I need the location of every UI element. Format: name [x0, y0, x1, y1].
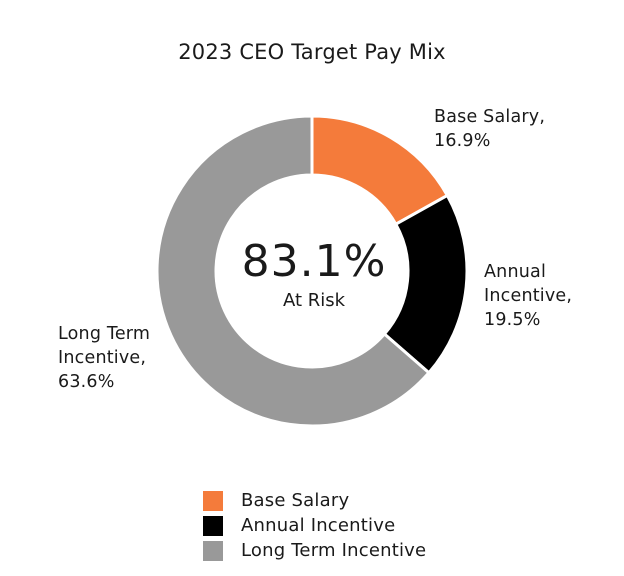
slice-long-term-incentive	[155, 114, 432, 428]
legend-item-annual-incentive: Annual Incentive	[203, 513, 426, 538]
chart-title: 2023 CEO Target Pay Mix	[178, 40, 446, 64]
annual-incentive-label-line-1: Annual	[484, 262, 547, 282]
long-term-incentive-label-line-3: 63.6%	[58, 372, 115, 392]
base-salary-label-line-2: 16.9%	[434, 131, 491, 151]
legend-label-annual-incentive: Annual Incentive	[241, 515, 396, 536]
legend-swatch-base-salary	[203, 490, 223, 511]
legend-item-long-term-incentive: Long Term Incentive	[203, 538, 426, 563]
annual-incentive-label: Annual Incentive, 19.5%	[484, 260, 572, 332]
chart-legend: Base Salary Annual Incentive Long Term I…	[203, 488, 426, 563]
legend-label-long-term-incentive: Long Term Incentive	[241, 540, 427, 561]
annual-incentive-label-line-3: 19.5%	[484, 310, 541, 330]
legend-swatch-long-term-incentive	[203, 540, 223, 561]
at-risk-value: 83.1%	[241, 236, 387, 287]
legend-item-base-salary: Base Salary	[203, 488, 426, 513]
base-salary-label-line-1: Base Salary,	[434, 107, 546, 127]
long-term-incentive-label-line-1: Long Term	[58, 324, 151, 344]
at-risk-label: At Risk	[282, 290, 346, 311]
legend-label-base-salary: Base Salary	[241, 490, 350, 511]
long-term-incentive-label: Long Term Incentive, 63.6%	[58, 322, 150, 394]
annual-incentive-label-line-2: Incentive,	[484, 286, 573, 306]
base-salary-label: Base Salary, 16.9%	[434, 105, 545, 153]
legend-swatch-annual-incentive	[203, 515, 223, 536]
long-term-incentive-label-line-2: Incentive,	[58, 348, 147, 368]
